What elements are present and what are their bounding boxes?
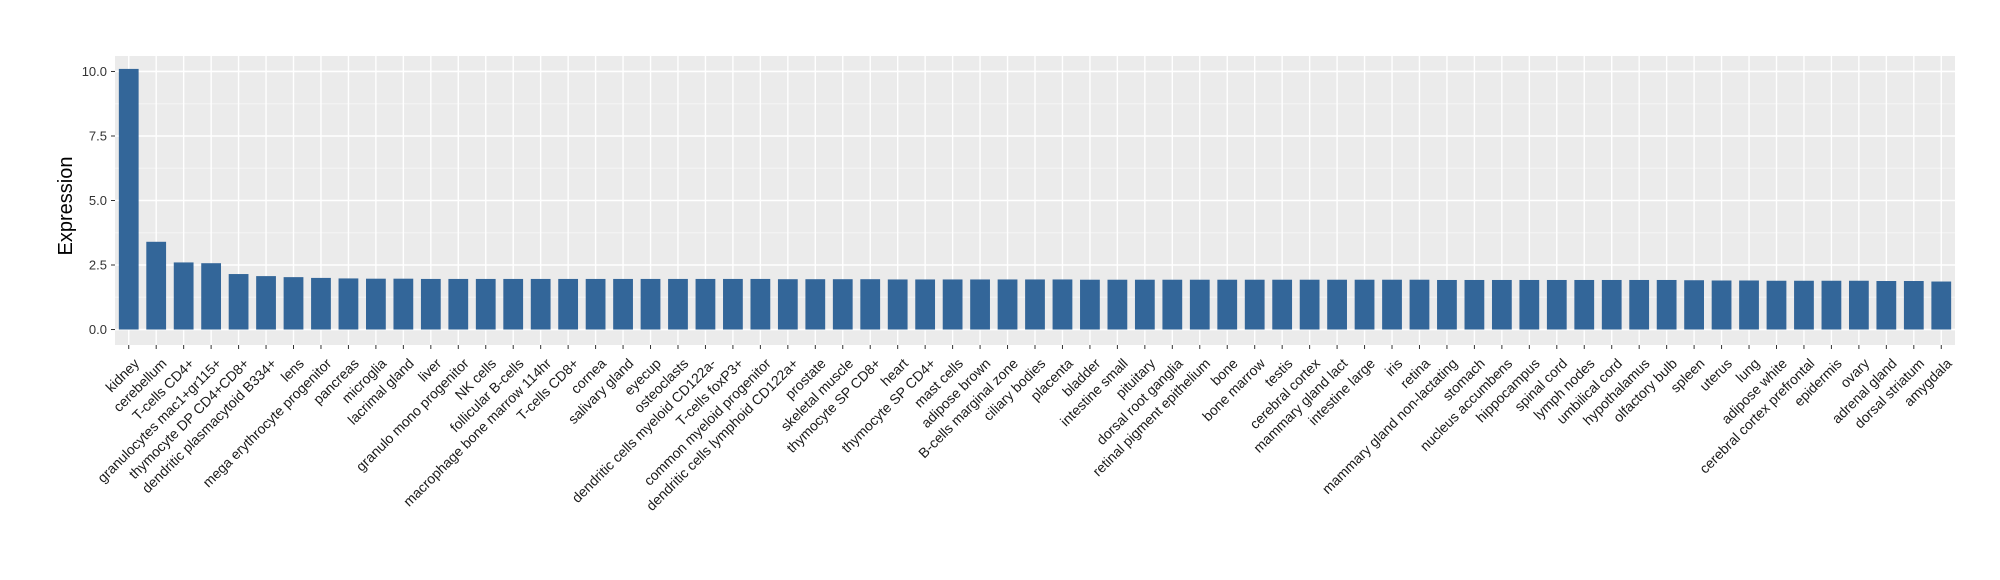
bar-51: [1519, 279, 1540, 330]
bar-49: [1464, 279, 1485, 330]
bar-37: [1134, 279, 1155, 330]
bar-32: [997, 279, 1018, 330]
bar-48: [1437, 279, 1457, 330]
bar-21: [695, 278, 716, 330]
bar-55: [1629, 279, 1650, 330]
bar-57: [1684, 280, 1704, 330]
bar-26: [832, 279, 853, 330]
bar-66: [1931, 281, 1952, 330]
y-tick-label: 5.0: [89, 193, 107, 208]
bar-0: [118, 68, 139, 330]
bar-7: [311, 277, 331, 330]
bars: [118, 68, 1952, 330]
bar-40: [1217, 279, 1238, 330]
y-tick-label: 10.0: [82, 64, 107, 79]
bar-23: [750, 278, 771, 330]
bar-35: [1080, 279, 1100, 330]
bar-31: [970, 279, 990, 330]
bar-20: [668, 278, 688, 330]
bar-60: [1766, 280, 1787, 330]
bar-62: [1821, 280, 1842, 330]
bar-38: [1162, 279, 1183, 330]
bar-12: [448, 278, 469, 330]
bar-14: [503, 278, 524, 330]
bar-56: [1656, 279, 1677, 330]
bar-15: [530, 278, 551, 330]
bar-44: [1327, 279, 1347, 330]
y-tick-label: 7.5: [89, 128, 107, 143]
y-axis-ticks: 0.0 2.5 5.0 7.5 10.0: [82, 64, 115, 337]
y-axis-title: Expression: [55, 157, 77, 256]
bar-50: [1491, 279, 1512, 330]
bar-25: [805, 279, 826, 330]
bar-58: [1711, 280, 1732, 330]
bar-17: [585, 278, 606, 330]
bar-30: [942, 279, 963, 330]
bar-33: [1025, 279, 1045, 330]
bar-19: [640, 278, 661, 330]
bar-1: [146, 241, 167, 330]
bar-5: [256, 276, 276, 330]
bar-28: [887, 279, 908, 330]
bar-63: [1848, 280, 1869, 330]
bar-52: [1546, 279, 1567, 330]
bar-6: [283, 277, 304, 330]
bar-65: [1903, 281, 1924, 330]
bar-10: [393, 278, 414, 330]
bar-4: [228, 274, 249, 330]
y-tick-label: 0.0: [89, 322, 107, 337]
bar-9: [366, 278, 386, 330]
bar-59: [1739, 280, 1759, 330]
bar-54: [1601, 279, 1622, 330]
bar-27: [860, 279, 881, 330]
bar-45: [1354, 279, 1375, 330]
bar-39: [1189, 279, 1210, 330]
bar-34: [1052, 279, 1073, 330]
bar-42: [1272, 279, 1293, 330]
bar-53: [1574, 279, 1595, 330]
bar-29: [915, 279, 936, 330]
bar-8: [338, 278, 359, 330]
y-tick-label: 2.5: [89, 258, 107, 273]
bar-47: [1409, 279, 1430, 330]
bar-3: [201, 263, 222, 330]
bar-41: [1244, 279, 1265, 330]
bar-16: [558, 278, 579, 330]
bar-46: [1382, 279, 1402, 330]
bar-43: [1299, 279, 1320, 330]
bar-13: [475, 278, 496, 330]
bar-64: [1876, 281, 1897, 330]
bar-24: [777, 279, 798, 330]
bar-36: [1107, 279, 1128, 330]
bar-22: [723, 278, 743, 330]
bar-61: [1794, 280, 1814, 330]
bar-2: [173, 262, 194, 330]
bar-11: [420, 278, 441, 330]
bar-18: [613, 278, 633, 330]
